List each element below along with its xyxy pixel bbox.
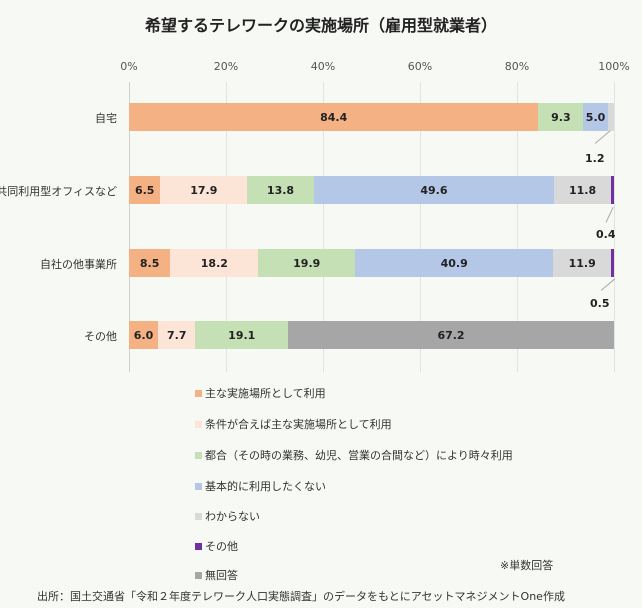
- bar-segment: 49.6: [313, 176, 554, 204]
- legend-label: 基本的に利用したくない: [205, 480, 326, 493]
- legend-item-sometimes: 都合（その時の業務、幼児、営業の合間など）により時々利用: [195, 447, 513, 463]
- legend-item-main: 主な実施場所として利用: [195, 385, 326, 401]
- legend-label: わからない: [205, 510, 260, 523]
- bar-segment: 6.0: [129, 321, 159, 349]
- y-axis-line: [129, 82, 130, 372]
- x-tick-100: 100%: [598, 60, 630, 73]
- legend-swatch-icon: [195, 571, 202, 579]
- category-label: その他: [84, 330, 117, 343]
- bar-segment: [611, 176, 614, 204]
- bar-segment: 13.8: [247, 176, 314, 204]
- gridline: [226, 82, 227, 372]
- bar-segment: 8.5: [129, 249, 171, 277]
- bar-segment: 18.2: [170, 249, 259, 277]
- gridline: [323, 82, 324, 372]
- legend-label: その他: [205, 540, 238, 553]
- category-label: 共同利用型オフィスなど: [0, 185, 117, 198]
- chart-title: 希望するテレワークの実施場所（雇用型就業者）: [144, 16, 497, 35]
- bar-segment: 9.3: [538, 103, 584, 131]
- legend-swatch-icon: [195, 542, 202, 550]
- callout-leader: [605, 206, 614, 223]
- gridline: [614, 82, 615, 372]
- legend-item-unknown: わからない: [195, 508, 260, 524]
- legend-item-not-want: 基本的に利用したくない: [195, 478, 326, 494]
- legend-label: 条件が合えば主な実施場所として利用: [205, 418, 392, 431]
- legend-label: 都合（その時の業務、幼児、営業の合間など）により時々利用: [205, 449, 513, 462]
- legend-item-other: その他: [195, 538, 238, 554]
- bar-row-shared-office: 6.5 17.9 13.8 49.6 11.8: [129, 176, 614, 204]
- category-label: 自社の他事業所: [40, 258, 117, 271]
- callout-label: 0.5: [590, 297, 610, 310]
- bar-segment: 84.4: [129, 103, 539, 131]
- bar-segment: 5.0: [583, 103, 608, 131]
- x-tick-60: 60%: [407, 60, 433, 73]
- bar-segment: 19.1: [195, 321, 289, 349]
- legend-swatch-icon: [195, 389, 202, 397]
- bar-row-home: 84.4 9.3 5.0: [129, 103, 614, 131]
- bar-segment: 19.9: [258, 249, 355, 277]
- category-label: 自宅: [95, 112, 117, 125]
- source-caption: 出所：国土交通省「令和２年度テレワーク人口実態調査」のデータをもとにアセットマネ…: [37, 590, 565, 603]
- callout-label: 1.2: [585, 152, 605, 165]
- legend-item-conditional: 条件が合えば主な実施場所として利用: [195, 416, 392, 432]
- gridline: [420, 82, 421, 372]
- bar-segment: [607, 103, 614, 131]
- legend-item-no-answer: 無回答: [195, 567, 238, 583]
- legend-label: 無回答: [205, 569, 238, 582]
- gridline: [517, 82, 518, 372]
- bar-row-other: 6.0 7.7 19.1 67.2: [129, 321, 614, 349]
- callout-leader: [594, 130, 611, 144]
- bar-segment: 67.2: [288, 321, 614, 349]
- legend-swatch-icon: [195, 512, 202, 520]
- bar-row-company-office: 8.5 18.2 19.9 40.9 11.9: [129, 249, 614, 277]
- x-tick-40: 40%: [310, 60, 336, 73]
- bar-segment: 17.9: [160, 176, 248, 204]
- bar-segment: 11.8: [553, 176, 612, 204]
- x-tick-80: 80%: [504, 60, 530, 73]
- x-tick-0: 0%: [120, 60, 138, 73]
- legend-swatch-icon: [195, 482, 202, 490]
- bar-segment: 7.7: [158, 321, 196, 349]
- bar-segment: [611, 249, 614, 277]
- bar-segment: 40.9: [354, 249, 554, 277]
- callout-leader: [600, 278, 616, 291]
- legend-swatch-icon: [195, 451, 202, 459]
- x-tick-20: 20%: [213, 60, 239, 73]
- callout-label: 0.4: [596, 228, 616, 241]
- response-note: ※単数回答: [500, 559, 554, 572]
- bar-segment: 6.5: [129, 176, 161, 204]
- bar-segment: 11.9: [553, 249, 612, 277]
- legend-label: 主な実施場所として利用: [205, 387, 326, 400]
- legend-swatch-icon: [195, 420, 202, 428]
